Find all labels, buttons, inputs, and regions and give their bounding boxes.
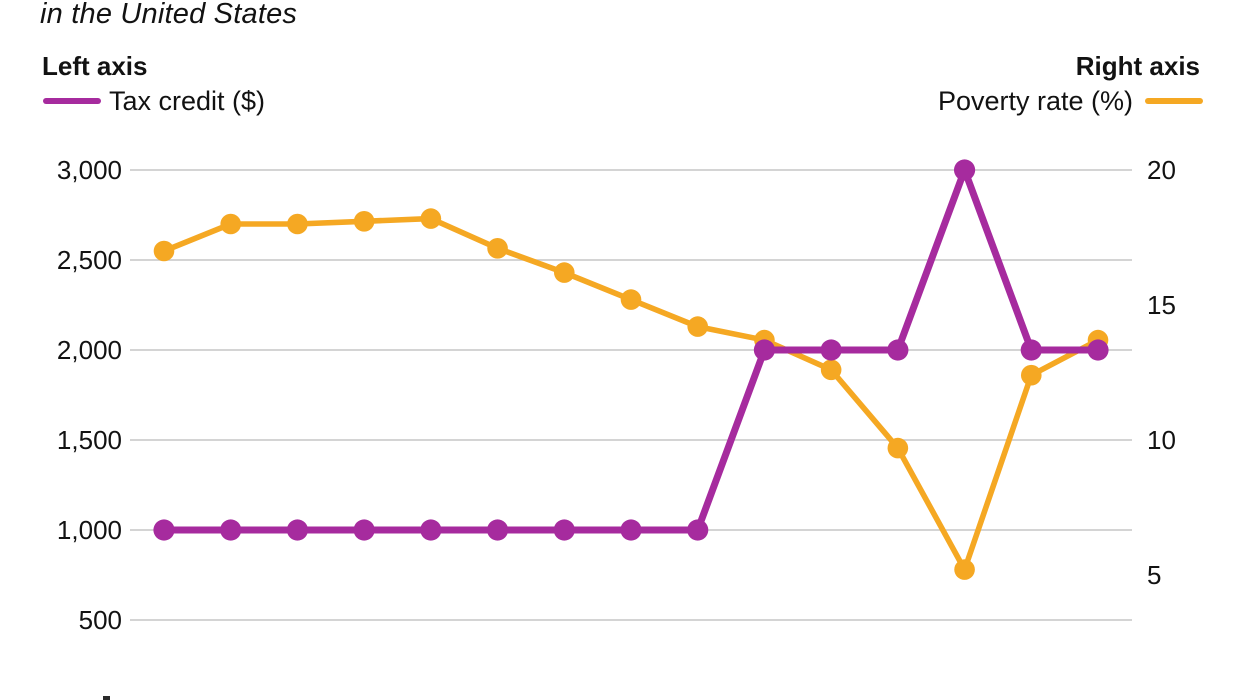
tax-credit-point: [353, 519, 375, 541]
tax-credit-point: [486, 519, 509, 541]
tax-credit-point: [420, 519, 442, 541]
poverty-rate-point: [487, 238, 508, 259]
tax-credit-line-swatch: [43, 98, 101, 104]
left-axis-tick-label: 2,000: [56, 335, 122, 365]
tax-credit-point: [286, 519, 309, 541]
poverty-rate-point: [687, 316, 709, 337]
poverty-rate-point: [954, 559, 975, 580]
poverty-rate-legend-label: Poverty rate (%): [937, 86, 1133, 116]
legend-left: Tax credit ($): [43, 86, 265, 116]
poverty-rate-point: [420, 208, 442, 229]
poverty-rate-point: [353, 211, 375, 232]
chart-title-line: in the United States: [40, 0, 298, 30]
left-axis-header: Left axis: [42, 51, 148, 81]
poverty-rate-point: [220, 213, 242, 235]
poverty-rate-line-swatch: [1145, 98, 1203, 104]
tax-credit-point: [220, 519, 242, 541]
right-axis-tick-label: 10: [1147, 425, 1176, 455]
tax-credit-point: [1020, 339, 1042, 361]
legend-right: Poverty rate (%): [938, 86, 1203, 116]
poverty-rate-point: [1020, 364, 1042, 386]
poverty-rate-point: [620, 289, 642, 310]
poverty-rate-line: [161, 215, 1101, 573]
right-axis-header: Right axis: [1075, 51, 1200, 81]
tax-credit-point: [820, 339, 842, 361]
tax-credit-point: [553, 519, 575, 541]
right-axis-tick-label: 15: [1147, 290, 1176, 320]
tax-credit-point: [1087, 339, 1109, 361]
poverty-rate-point: [820, 359, 842, 381]
cropped-source-text-fragment: [103, 696, 110, 700]
tax-credit-point: [620, 519, 642, 541]
tax-credit-point: [887, 339, 909, 361]
poverty-rate-point: [887, 437, 909, 459]
left-axis-tick-label: 1,000: [56, 515, 122, 545]
right-axis-tick-label: 5: [1147, 560, 1162, 590]
left-axis-tick-label: 2,500: [56, 245, 122, 275]
left-axis-tick-label: 500: [78, 605, 122, 635]
left-axis-tick-label: 1,500: [56, 425, 122, 455]
poverty-rate-point: [553, 262, 575, 283]
poverty-rate-point: [287, 213, 308, 235]
tax-credit-point: [753, 339, 776, 361]
tax-credit-point: [953, 159, 976, 181]
tax-credit-point: [687, 519, 709, 541]
tax-credit-legend-label: Tax credit ($): [109, 86, 266, 116]
tax-credit-point: [153, 519, 175, 541]
poverty-rate-point: [153, 240, 175, 262]
left-axis-tick-label: 3,000: [56, 155, 122, 185]
right-axis-tick-label: 20: [1147, 155, 1176, 185]
